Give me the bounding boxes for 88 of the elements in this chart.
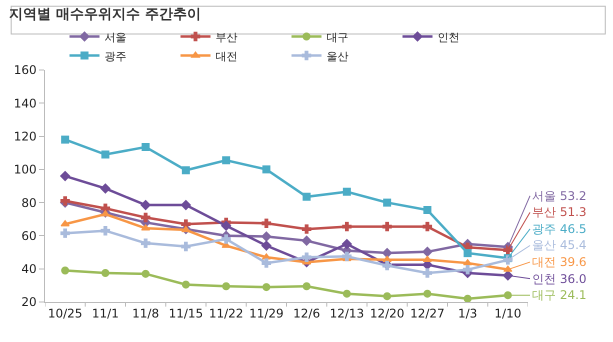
text: 광주 46.5 bbox=[532, 222, 587, 236]
x-tick-label: 10/25 bbox=[48, 306, 82, 320]
point bbox=[182, 280, 190, 289]
point bbox=[422, 246, 432, 257]
legend-label: 서울 bbox=[104, 30, 126, 44]
point bbox=[140, 238, 150, 248]
point bbox=[383, 292, 392, 300]
text: 대구 24.1 bbox=[532, 288, 587, 302]
text: 부산 51.3 bbox=[532, 205, 587, 219]
point bbox=[222, 282, 230, 290]
x-tick-label: 11/8 bbox=[132, 306, 160, 320]
x-tick-label: 12/27 bbox=[410, 306, 445, 320]
point bbox=[100, 226, 110, 236]
y-tick-label: 100 bbox=[14, 162, 37, 177]
point bbox=[60, 171, 70, 182]
legend-label: 부산 bbox=[216, 30, 238, 44]
point bbox=[423, 206, 432, 214]
text: 대전 39.6 bbox=[532, 255, 587, 269]
point bbox=[261, 240, 272, 251]
point bbox=[180, 200, 191, 210]
point bbox=[302, 236, 312, 246]
point bbox=[342, 290, 351, 298]
text: 울산 45.4 bbox=[532, 238, 587, 252]
point bbox=[302, 282, 311, 290]
y-tick-label: 140 bbox=[14, 96, 37, 110]
x-tick-label: 11/29 bbox=[249, 306, 284, 320]
point bbox=[302, 192, 311, 201]
point bbox=[61, 136, 70, 144]
point bbox=[141, 224, 150, 231]
point bbox=[342, 188, 351, 196]
point bbox=[383, 198, 392, 207]
x-tick-label: 12/13 bbox=[330, 306, 364, 320]
point bbox=[262, 165, 270, 174]
point bbox=[60, 228, 70, 238]
text: 인천 36.0 bbox=[532, 272, 587, 286]
point bbox=[464, 294, 472, 302]
legend-label: 인천 bbox=[438, 30, 460, 44]
point bbox=[101, 150, 110, 159]
y-tick-label: 20 bbox=[21, 295, 37, 310]
point bbox=[342, 238, 352, 250]
point bbox=[422, 222, 432, 232]
point bbox=[142, 143, 150, 152]
point bbox=[464, 249, 472, 258]
point bbox=[302, 252, 312, 262]
point bbox=[504, 291, 512, 300]
point bbox=[382, 222, 392, 232]
point bbox=[100, 183, 110, 194]
legend-label: 광주 bbox=[104, 50, 126, 63]
point bbox=[382, 248, 392, 258]
point bbox=[221, 234, 231, 244]
chart-title: 지역별 매수우위지수 주간추이 bbox=[9, 6, 201, 22]
y-tick-label: 40 bbox=[21, 262, 37, 276]
legend-label: 대전 bbox=[216, 50, 238, 63]
point bbox=[222, 156, 230, 164]
point bbox=[261, 231, 272, 242]
point bbox=[262, 283, 270, 292]
point bbox=[262, 253, 271, 260]
point bbox=[262, 258, 272, 268]
point bbox=[302, 224, 312, 234]
y-tick-label: 60 bbox=[21, 228, 37, 243]
x-tick-label: 11/1 bbox=[92, 306, 119, 320]
x-tick-label: 11/15 bbox=[168, 306, 204, 320]
point bbox=[342, 222, 352, 232]
point bbox=[503, 255, 513, 265]
x-tick-label: 12/6 bbox=[293, 306, 320, 320]
point bbox=[181, 242, 191, 252]
point bbox=[140, 200, 151, 210]
point bbox=[422, 268, 432, 278]
text: 서울 53.2 bbox=[532, 189, 587, 203]
point bbox=[423, 290, 432, 298]
x-tick-label: 1/3 bbox=[458, 306, 478, 320]
y-tick-label: 160 bbox=[14, 63, 37, 78]
point bbox=[142, 270, 150, 278]
point bbox=[182, 166, 190, 174]
point bbox=[140, 212, 150, 222]
y-tick-label: 80 bbox=[21, 196, 37, 210]
x-tick-label: 12/20 bbox=[370, 306, 404, 320]
point bbox=[101, 269, 110, 277]
y-tick-label: 120 bbox=[14, 129, 37, 144]
point bbox=[342, 252, 352, 262]
legend-label: 울산 bbox=[326, 50, 348, 63]
x-tick-label: 11/22 bbox=[208, 306, 244, 320]
point bbox=[221, 220, 232, 231]
point bbox=[61, 266, 70, 275]
legend-label: 대구 bbox=[326, 30, 348, 44]
point bbox=[462, 264, 472, 274]
x-tick-label: 1/10 bbox=[494, 306, 522, 320]
point bbox=[262, 218, 272, 228]
